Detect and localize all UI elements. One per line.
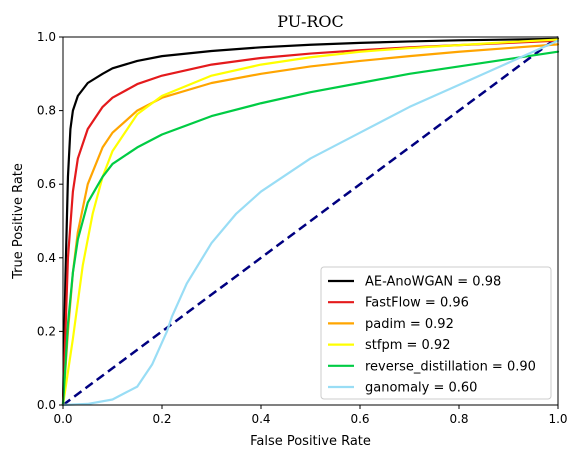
x-tick-label: 1.0 [548,412,567,426]
y-tick-label: 0.6 [37,177,56,191]
y-axis-ticks: 0.0 0.2 0.4 0.6 0.8 1.0 [37,30,63,412]
y-axis-label: True Positive Rate [11,163,26,280]
chance-diagonal-line [62,35,559,407]
x-tick-label: 0.4 [251,412,270,426]
y-tick-label: 0.8 [37,104,56,118]
series-layer [61,37,560,407]
series-line-0 [61,37,560,407]
legend-label-5: ganomaly = 0.60 [365,381,477,396]
chart-title: PU-ROC [277,12,344,31]
y-tick-label: 0.4 [37,251,56,265]
series-line-3 [61,38,560,407]
y-tick-label: 1.0 [37,30,56,44]
legend-label-1: FastFlow = 0.96 [365,296,469,311]
legend-label-0: AE-AnoWGAN = 0.98 [365,275,501,290]
series-line-5 [61,39,560,407]
series-line-4 [61,50,560,407]
legend-label-3: stfpm = 0.92 [365,338,450,353]
legend: AE-AnoWGAN = 0.98 FastFlow = 0.96 padim = … [320,266,552,400]
x-tick-label: 0.0 [53,412,72,426]
y-tick-label: 0.2 [37,324,56,338]
x-axis-ticks: 0.0 0.2 0.4 0.6 0.8 1.0 [53,405,568,426]
plot-frame [62,36,559,406]
x-tick-label: 0.2 [152,412,171,426]
legend-box [320,266,552,400]
legend-label-4: reverse_distillation = 0.90 [365,359,536,374]
x-tick-label: 0.8 [449,412,468,426]
chance-line-layer [62,35,559,407]
x-tick-label: 0.6 [350,412,369,426]
legend-label-2: padim = 0.92 [365,317,454,332]
x-axis-label: False Positive Rate [250,434,371,449]
y-tick-label: 0.0 [37,398,56,412]
